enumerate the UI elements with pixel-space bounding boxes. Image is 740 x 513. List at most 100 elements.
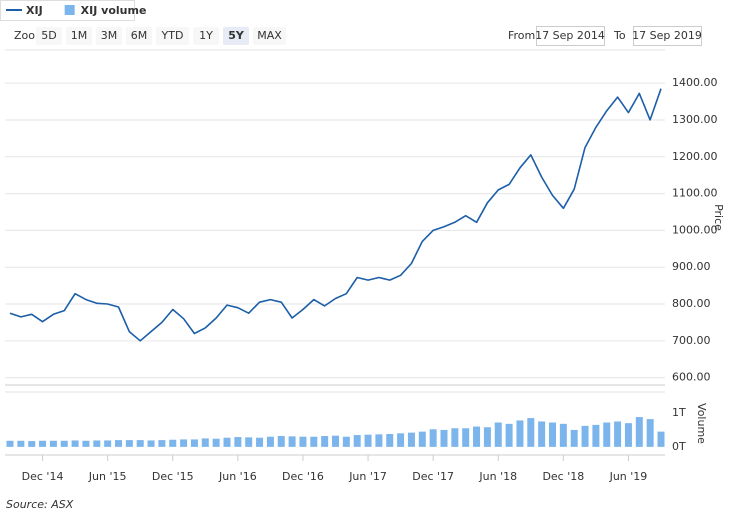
volume-bar: [60, 440, 68, 447]
zoom-button[interactable]: MAX: [253, 27, 286, 45]
volume-bar: [342, 436, 350, 447]
volume-bar: [299, 436, 307, 447]
volume-bar: [407, 432, 415, 447]
volume-bar: [125, 440, 133, 447]
volume-bar: [386, 434, 394, 447]
zoom-button[interactable]: YTD: [156, 27, 189, 45]
zoom-button-bg[interactable]: [126, 27, 152, 45]
zoom-button[interactable]: 6M: [126, 27, 152, 45]
volume-bar: [364, 434, 372, 447]
volume-bar: [169, 439, 177, 447]
volume-bar: [158, 440, 166, 447]
zoom-button[interactable]: 1Y: [193, 27, 219, 45]
volume-bar: [245, 437, 253, 447]
volume-bar: [635, 417, 643, 447]
zoom-button-bg[interactable]: [36, 27, 62, 45]
zoom-button[interactable]: 5D: [36, 27, 62, 45]
y-axis-title: Volume: [695, 403, 708, 444]
volume-bar: [494, 422, 502, 447]
volume-bar: [82, 440, 90, 447]
volume-bar: [646, 419, 654, 447]
volume-bar: [310, 436, 318, 447]
zoom-button-bg[interactable]: [96, 27, 122, 45]
zoom-button-label[interactable]: 5Y: [228, 29, 245, 42]
zoom-button-label[interactable]: 5D: [41, 29, 56, 42]
from-input[interactable]: [536, 26, 605, 46]
zoom-button-label[interactable]: MAX: [257, 29, 282, 42]
volume-bar: [147, 440, 155, 447]
y-tick-label: 1T: [672, 406, 686, 419]
volume-bar: [17, 440, 25, 447]
zoom-button-label[interactable]: 1M: [71, 29, 88, 42]
y-axis-title: Price: [712, 204, 725, 231]
volume-bar: [71, 440, 79, 447]
zoom-button-bg[interactable]: [66, 27, 92, 45]
zoom-button-bg[interactable]: [223, 27, 249, 45]
volume-bar: [49, 440, 57, 447]
volume-bar: [104, 440, 112, 447]
x-tick-label: Dec '17: [412, 470, 454, 483]
zoom-button[interactable]: 1M: [66, 27, 92, 45]
zoom-button-label[interactable]: 3M: [101, 29, 118, 42]
volume-bar: [223, 437, 231, 447]
x-tick-label: Jun '15: [88, 470, 127, 483]
volume-bar: [549, 422, 556, 447]
volume-bar: [418, 431, 426, 447]
volume-bar: [28, 441, 36, 447]
volume-bar: [234, 437, 242, 447]
x-tick-label: Jun '16: [218, 470, 257, 483]
zoom-button[interactable]: 5Y: [223, 27, 249, 45]
zoom-button-bg[interactable]: [156, 27, 189, 45]
zoom-button-bg[interactable]: [193, 27, 219, 45]
volume-bar: [115, 440, 122, 447]
from-date[interactable]: 17 Sep 2014: [535, 29, 605, 42]
volume-bar: [332, 435, 339, 447]
y-tick-label: 600.00: [672, 371, 711, 384]
to-input[interactable]: [633, 26, 702, 46]
volume-bar: [321, 436, 329, 447]
volume-bar: [527, 418, 535, 447]
zoom-button-label[interactable]: 1Y: [199, 29, 213, 42]
volume-bar: [375, 434, 383, 447]
to-date[interactable]: 17 Sep 2019: [632, 29, 702, 42]
source: Source: ASX: [6, 498, 74, 511]
volume-bar: [201, 438, 209, 447]
x-tick-label: Dec '14: [22, 470, 64, 483]
zoom-button-label[interactable]: 6M: [131, 29, 148, 42]
volume-bar: [277, 436, 285, 447]
volume-bar: [136, 440, 144, 447]
legend-swatch: [64, 5, 75, 15]
y-tick-label: 1000.00: [672, 223, 718, 236]
volume-bar: [592, 424, 600, 447]
y-tick-label: 900.00: [672, 260, 711, 273]
y-tick-label: 800.00: [672, 297, 711, 310]
volume-bar: [516, 420, 524, 447]
to-label: To: [613, 29, 626, 42]
volume-bar: [6, 440, 14, 447]
y-tick-label: 700.00: [672, 334, 711, 347]
volume-bar: [39, 440, 47, 447]
x-tick-label: Dec '15: [152, 470, 194, 483]
volume-bar: [505, 423, 513, 447]
y-tick-label: 0T: [672, 440, 686, 453]
volume-bar: [473, 426, 481, 447]
volume-bar: [624, 423, 632, 447]
legend-label: XIJ: [26, 4, 43, 17]
volume-bar: [353, 435, 361, 447]
volume-bar: [93, 440, 101, 447]
volume-bar: [180, 439, 188, 447]
volume-bar: [190, 439, 198, 447]
price-line: [9, 88, 662, 342]
volume-bar: [614, 421, 622, 447]
legend-label: XIJ volume: [81, 4, 147, 17]
zoom-button-label[interactable]: YTD: [161, 29, 184, 42]
volume-bar: [559, 423, 567, 447]
y-tick-label: 1400.00: [672, 76, 718, 89]
volume-bar: [451, 428, 459, 447]
zoom-button-bg[interactable]: [253, 27, 286, 45]
volume-bar: [266, 436, 274, 447]
volume-bar: [256, 437, 264, 447]
zoom-button[interactable]: 3M: [96, 27, 122, 45]
